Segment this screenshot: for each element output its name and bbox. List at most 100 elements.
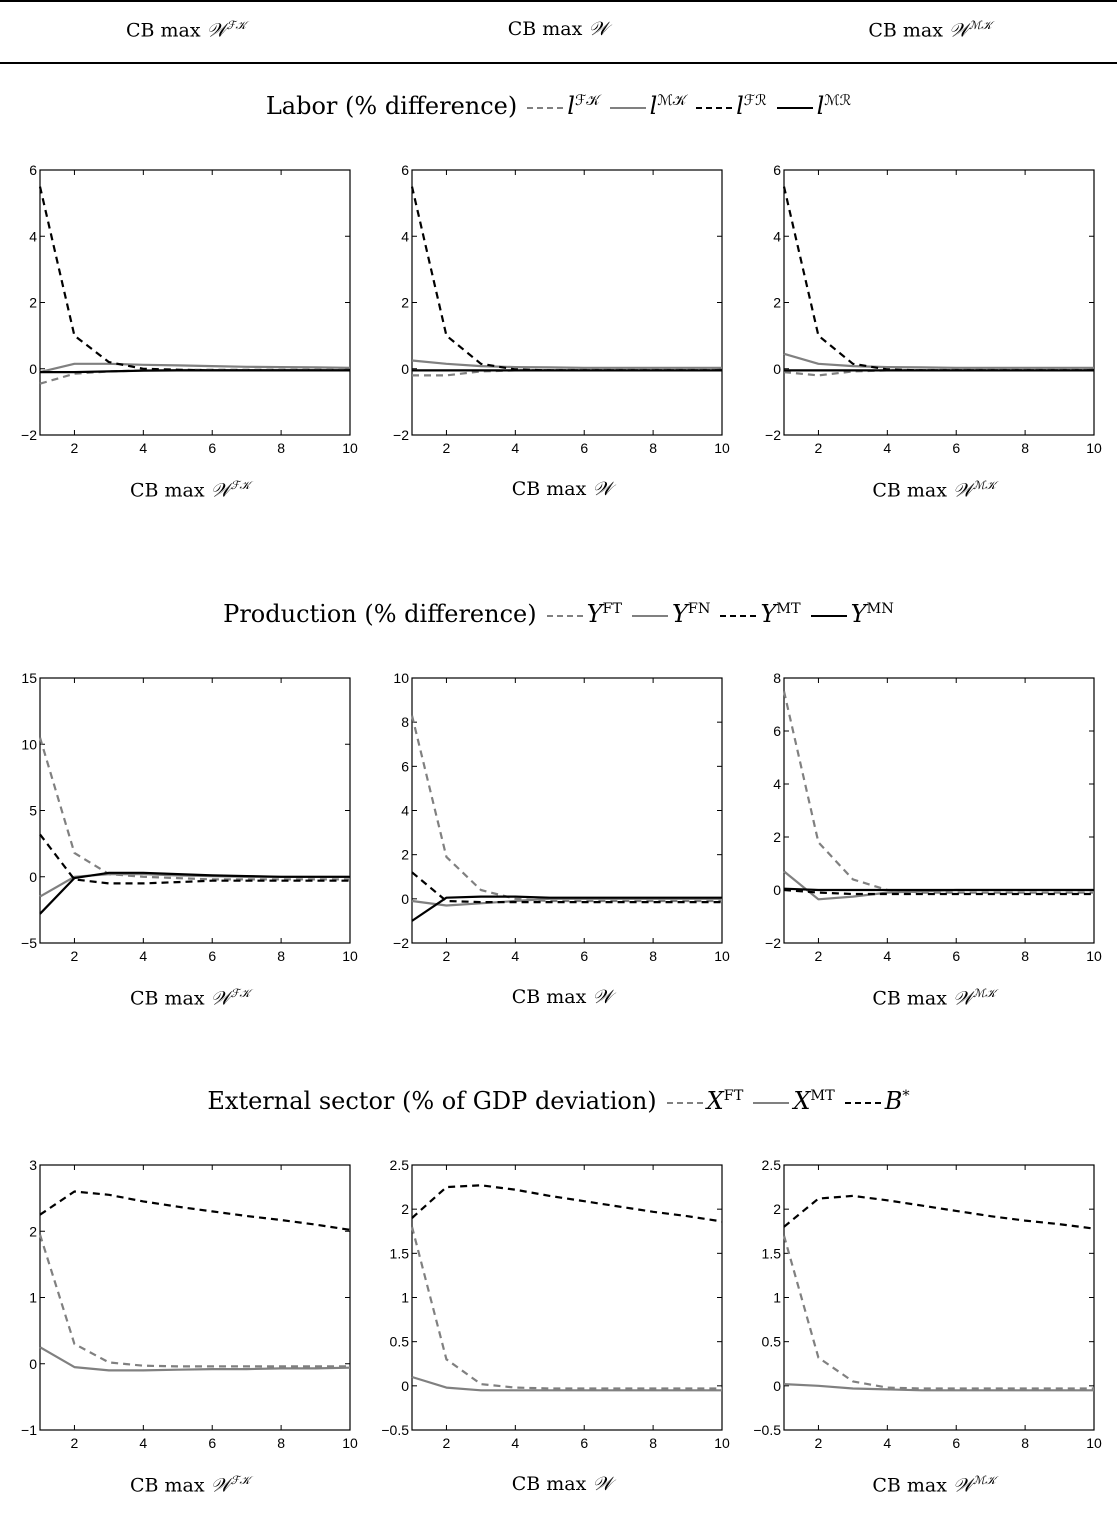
y-tick-label: 0 [29,1356,37,1372]
header-rule [0,62,1117,64]
column-header-2-symbol: 𝒲 [588,18,609,40]
x-tick-label: 4 [883,948,891,964]
caption-base: CB max [129,1474,211,1497]
x-tick-label: 4 [883,1435,891,1451]
x-tick-label: 2 [71,1435,79,1451]
plot-frame [39,169,351,436]
y-tick-label: 6 [773,162,781,178]
plot-frame [411,1164,723,1431]
x-tick-label: 10 [342,1435,358,1451]
y-tick-label: 4 [401,228,409,244]
series-line-y-ft [410,715,722,903]
series-line-x-ft [782,1235,1094,1390]
panel-title-1: Labor (% difference) lℱ𝒦 lℳ𝒦 lℱℛ lℳℛ [0,92,1117,120]
caption-symbol: 𝒲 [952,1474,973,1497]
x-tick-label: 8 [1021,1435,1029,1451]
y-tick-label: 2 [401,295,409,311]
panel-title-text: Production (% difference) [223,600,537,628]
legend-superscript: ℱ𝒦 [574,93,600,109]
x-tick-label: 4 [511,440,519,456]
series-line-y-ft [782,691,1094,894]
y-tick-label: 2 [773,295,781,311]
chart-caption: CB max 𝒲 [412,1473,712,1495]
x-tick-label: 2 [815,440,823,456]
chart-1-1: 2 4 6 8 10 −2 0 2 4 6 [0,160,372,464]
chart-caption: CB max 𝒲ℱ𝒦 [40,986,340,1009]
y-tick-label: −2 [393,935,409,951]
legend-swatch [696,106,733,109]
x-tick-label: 6 [580,1435,588,1451]
x-tick-label: 6 [208,948,216,964]
legend-superscript: MN [866,601,894,617]
legend-label: Y [760,600,777,628]
x-tick-label: 6 [208,1435,216,1451]
y-tick-label: 0 [401,361,409,377]
y-tick-label: 4 [773,776,781,792]
y-tick-label: 0 [401,891,409,907]
caption-symbol: 𝒲 [210,987,231,1010]
chart-svg: 2 4 6 8 10 −0.5 0 0.5 1 1.5 2 2.5 [381,1157,730,1451]
y-tick-label: 0.5 [390,1334,410,1350]
y-tick-label: 1.5 [390,1245,410,1261]
legend-swatch [546,614,583,617]
column-header-1: CB max 𝒲ℱ𝒦 [0,18,372,41]
legend-label: Y [850,600,867,628]
caption-superscript: ℳ𝒦 [972,478,996,492]
legend-swatch [810,614,847,617]
y-tick-label: 6 [29,162,37,178]
y-tick-label: 4 [401,803,409,819]
chart-svg: 2 4 6 8 10 −2 0 2 4 6 [765,162,1102,456]
caption-symbol: 𝒲 [592,478,613,500]
chart-1-3: 2 4 6 8 10 −2 0 2 4 6 [744,160,1116,464]
top-rule [0,0,1117,2]
legend-superscript: * [902,1088,910,1104]
panel-title-text: External sector (% of GDP deviation) [207,1087,657,1115]
y-tick-label: 8 [401,714,409,730]
y-tick-label: −2 [765,935,781,951]
x-tick-label: 8 [277,1435,285,1451]
x-tick-label: 4 [139,1435,147,1451]
x-tick-label: 8 [649,440,657,456]
panel-title-text: Labor (% difference) [265,92,518,120]
legend-superscript: ℱℛ [743,93,767,109]
caption-base: CB max [872,987,953,1010]
chart-caption: CB max 𝒲ℱ𝒦 [40,478,340,501]
y-tick-label: 1.5 [762,1245,782,1261]
legend-superscript: MT [810,1088,835,1104]
y-tick-label: 2 [29,1223,37,1239]
x-tick-label: 6 [580,948,588,964]
chart-2-2: 2 4 6 8 10 −2 0 2 4 6 8 10 [372,668,744,972]
plot-frame [783,1164,1095,1431]
y-tick-label: 0 [29,361,37,377]
panel-title-2: Production (% difference) YFT YFN YMT YMN [0,600,1117,628]
x-tick-label: 2 [443,948,451,964]
legend-swatch [609,106,646,109]
chart-svg: 2 4 6 8 10 −2 0 2 4 6 8 [765,670,1102,964]
x-tick-label: 6 [580,440,588,456]
panel-title-3: External sector (% of GDP deviation) XFT X… [0,1087,1117,1115]
chart-svg: 2 4 6 8 10 −5 0 5 10 15 [21,670,358,964]
y-tick-label: 0 [401,1378,409,1394]
column-header-1-symbol: 𝒲 [206,19,227,42]
x-tick-label: 2 [71,948,79,964]
plot-frame [411,677,723,944]
x-tick-label: 4 [139,948,147,964]
legend-swatch [776,106,813,109]
x-tick-label: 4 [883,440,891,456]
caption-superscript: ℳ𝒦 [972,1473,996,1487]
series-line-l [40,369,350,374]
caption-superscript: ℱ𝒦 [230,478,251,492]
series-line-l [39,362,351,374]
y-tick-label: 0 [29,869,37,885]
x-tick-label: 4 [511,1435,519,1451]
chart-caption: CB max 𝒲 [412,478,712,500]
series-line-y-mt [39,833,350,885]
y-tick-label: 5 [29,803,37,819]
column-header-1-sup: ℱ𝒦 [226,18,247,32]
legend-superscript: ℳ𝒦 [657,93,687,109]
series-line-y-mn [411,895,722,922]
caption-symbol: 𝒲 [952,479,973,502]
legend-label: Y [586,600,603,628]
legend-label: Y [672,600,688,628]
